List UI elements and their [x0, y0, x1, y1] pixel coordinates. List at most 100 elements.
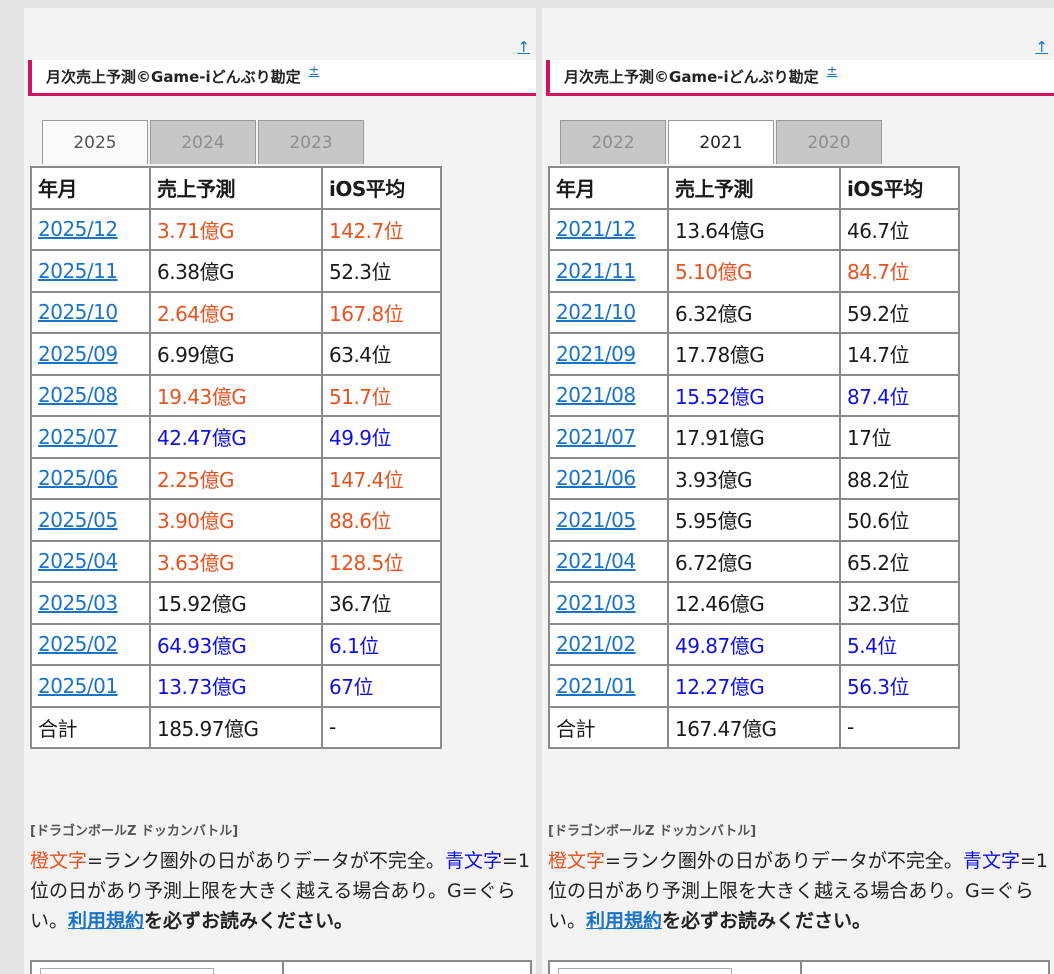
tab-year-2022[interactable]: 2022: [560, 120, 666, 164]
total-sales-cell: 167.47億G: [667, 705, 841, 749]
ios-average-cell: 32.3位: [839, 581, 960, 625]
ios-average-cell: 59.2位: [839, 290, 960, 334]
table-row: 2025/09 6.99億G 63.4位: [30, 332, 442, 376]
table-row: 2025/06 2.25億G 147.4位: [30, 456, 442, 500]
tab-year-2021[interactable]: 2021: [668, 120, 774, 164]
ios-average-cell: 63.4位: [321, 332, 442, 376]
orange-text-label: 橙文字: [30, 850, 88, 872]
ios-average-cell: 49.9位: [321, 415, 442, 459]
year-month-link[interactable]: 2025/06: [30, 456, 151, 500]
heading-toggle-link[interactable]: ±: [826, 64, 838, 79]
year-month-link[interactable]: 2025/02: [30, 622, 151, 666]
table-row: 2021/09 17.78億G 14.7位: [548, 332, 960, 376]
year-month-link[interactable]: 2021/08: [548, 373, 669, 417]
year-month-link[interactable]: 2025/08: [30, 373, 151, 417]
legend-text-1: =ランク圏外の日がありデータが不完全。: [605, 850, 963, 872]
year-month-link[interactable]: 2021/04: [548, 539, 669, 583]
legend-text-2: =1位の日があり予測上限を大きく越える場合あり。G=ぐらい。: [30, 850, 530, 932]
table-row: 2021/06 3.93億G 88.2位: [548, 456, 960, 500]
tab-year-2020[interactable]: 2020: [776, 120, 882, 164]
table-total-row: 合計 185.97億G -: [30, 705, 442, 749]
ios-average-cell: 88.6位: [321, 498, 442, 542]
header-ios-average: iOS平均: [321, 166, 442, 210]
table-total-row: 合計 167.47億G -: [548, 705, 960, 749]
table-row: 2021/11 5.10億G 84.7位: [548, 249, 960, 293]
table-row: 2021/04 6.72億G 65.2位: [548, 539, 960, 583]
sales-forecast-cell: 19.43億G: [149, 373, 323, 417]
total-label-cell: 合計: [548, 705, 669, 749]
game-source-label: [ドラゴンボールZ ドッカンバトル]: [30, 824, 239, 839]
tab-year-2023[interactable]: 2023: [258, 120, 364, 164]
sales-forecast-cell: 2.25億G: [149, 456, 323, 500]
header-year-month: 年月: [548, 166, 669, 210]
year-month-link[interactable]: 2025/03: [30, 581, 151, 625]
ios-average-cell: 128.5位: [321, 539, 442, 583]
sales-table: 年月 売上予測 iOS平均 2021/12 13.64億G 46.7位 2021/11…: [548, 166, 960, 749]
terms-link[interactable]: 利用規約: [68, 910, 145, 932]
total-sales-cell: 185.97億G: [149, 705, 323, 749]
heading-title: 月次売上予測©Game-iどんぶり勘定: [46, 68, 301, 86]
year-month-link[interactable]: 2021/06: [548, 456, 669, 500]
ios-average-cell: 84.7位: [839, 249, 960, 293]
year-month-link[interactable]: 2021/10: [548, 290, 669, 334]
table-row: 2025/02 64.93億G 6.1位: [30, 622, 442, 666]
next-table-box: [548, 960, 1050, 974]
sales-forecast-cell: 2.64億G: [149, 290, 323, 334]
tab-year-2025[interactable]: 2025: [42, 120, 148, 164]
sales-panel-right: ↑ 月次売上予測©Game-iどんぶり勘定 ± 2022 2021 2020 年月 …: [542, 8, 1054, 974]
ios-average-cell: 46.7位: [839, 207, 960, 251]
sales-forecast-cell: 3.93億G: [667, 456, 841, 500]
year-month-link[interactable]: 2021/03: [548, 581, 669, 625]
divider: [800, 962, 802, 974]
table-header-row: 年月 売上予測 iOS平均: [30, 166, 442, 210]
legend-text-2: =1位の日があり予測上限を大きく越える場合あり。G=ぐらい。: [548, 850, 1048, 932]
year-month-link[interactable]: 2021/07: [548, 415, 669, 459]
year-month-link[interactable]: 2021/01: [548, 664, 669, 708]
legend-text-3: を必ずお読みください。: [662, 910, 872, 932]
year-month-link[interactable]: 2025/04: [30, 539, 151, 583]
heading-toggle-link[interactable]: ±: [308, 64, 320, 79]
ios-average-cell: 88.2位: [839, 456, 960, 500]
sales-forecast-cell: 17.91億G: [667, 415, 841, 459]
legend-text-3: を必ずお読みください。: [144, 910, 354, 932]
next-table-box: [30, 960, 532, 974]
year-month-link[interactable]: 2021/05: [548, 498, 669, 542]
back-to-top-link[interactable]: ↑: [517, 38, 530, 56]
year-month-link[interactable]: 2021/11: [548, 249, 669, 293]
year-month-link[interactable]: 2025/01: [30, 664, 151, 708]
table-row: 2025/01 13.73億G 67位: [30, 664, 442, 708]
sales-forecast-cell: 49.87億G: [667, 622, 841, 666]
table-row: 2021/03 12.46億G 32.3位: [548, 581, 960, 625]
ios-average-cell: 14.7位: [839, 332, 960, 376]
year-month-link[interactable]: 2021/02: [548, 622, 669, 666]
sales-panel-left: ↑ 月次売上予測©Game-iどんぶり勘定 ± 2025 2024 2023 年月 …: [24, 8, 536, 974]
next-table-cell: [558, 968, 732, 974]
year-month-link[interactable]: 2025/10: [30, 290, 151, 334]
table-row: 2025/12 3.71億G 142.7位: [30, 207, 442, 251]
terms-link[interactable]: 利用規約: [586, 910, 663, 932]
back-to-top-link[interactable]: ↑: [1035, 38, 1048, 56]
year-month-link[interactable]: 2025/11: [30, 249, 151, 293]
ios-average-cell: 5.4位: [839, 622, 960, 666]
blue-text-label: 青文字: [962, 850, 1020, 872]
sales-forecast-cell: 13.64億G: [667, 207, 841, 251]
year-month-link[interactable]: 2021/09: [548, 332, 669, 376]
year-month-link[interactable]: 2025/05: [30, 498, 151, 542]
section-heading: 月次売上予測©Game-iどんぶり勘定 ±: [546, 60, 1054, 96]
ios-average-cell: 17位: [839, 415, 960, 459]
table-row: 2021/12 13.64億G 46.7位: [548, 207, 960, 251]
ios-average-cell: 67位: [321, 664, 442, 708]
ios-average-cell: 65.2位: [839, 539, 960, 583]
sales-forecast-cell: 5.95億G: [667, 498, 841, 542]
year-month-link[interactable]: 2025/07: [30, 415, 151, 459]
table-row: 2025/05 3.90億G 88.6位: [30, 498, 442, 542]
sales-forecast-cell: 13.73億G: [149, 664, 323, 708]
sales-forecast-cell: 12.46億G: [667, 581, 841, 625]
year-month-link[interactable]: 2021/12: [548, 207, 669, 251]
year-month-link[interactable]: 2025/09: [30, 332, 151, 376]
year-month-link[interactable]: 2025/12: [30, 207, 151, 251]
tab-year-2024[interactable]: 2024: [150, 120, 256, 164]
table-row: 2025/03 15.92億G 36.7位: [30, 581, 442, 625]
sales-forecast-cell: 17.78億G: [667, 332, 841, 376]
total-label-cell: 合計: [30, 705, 151, 749]
